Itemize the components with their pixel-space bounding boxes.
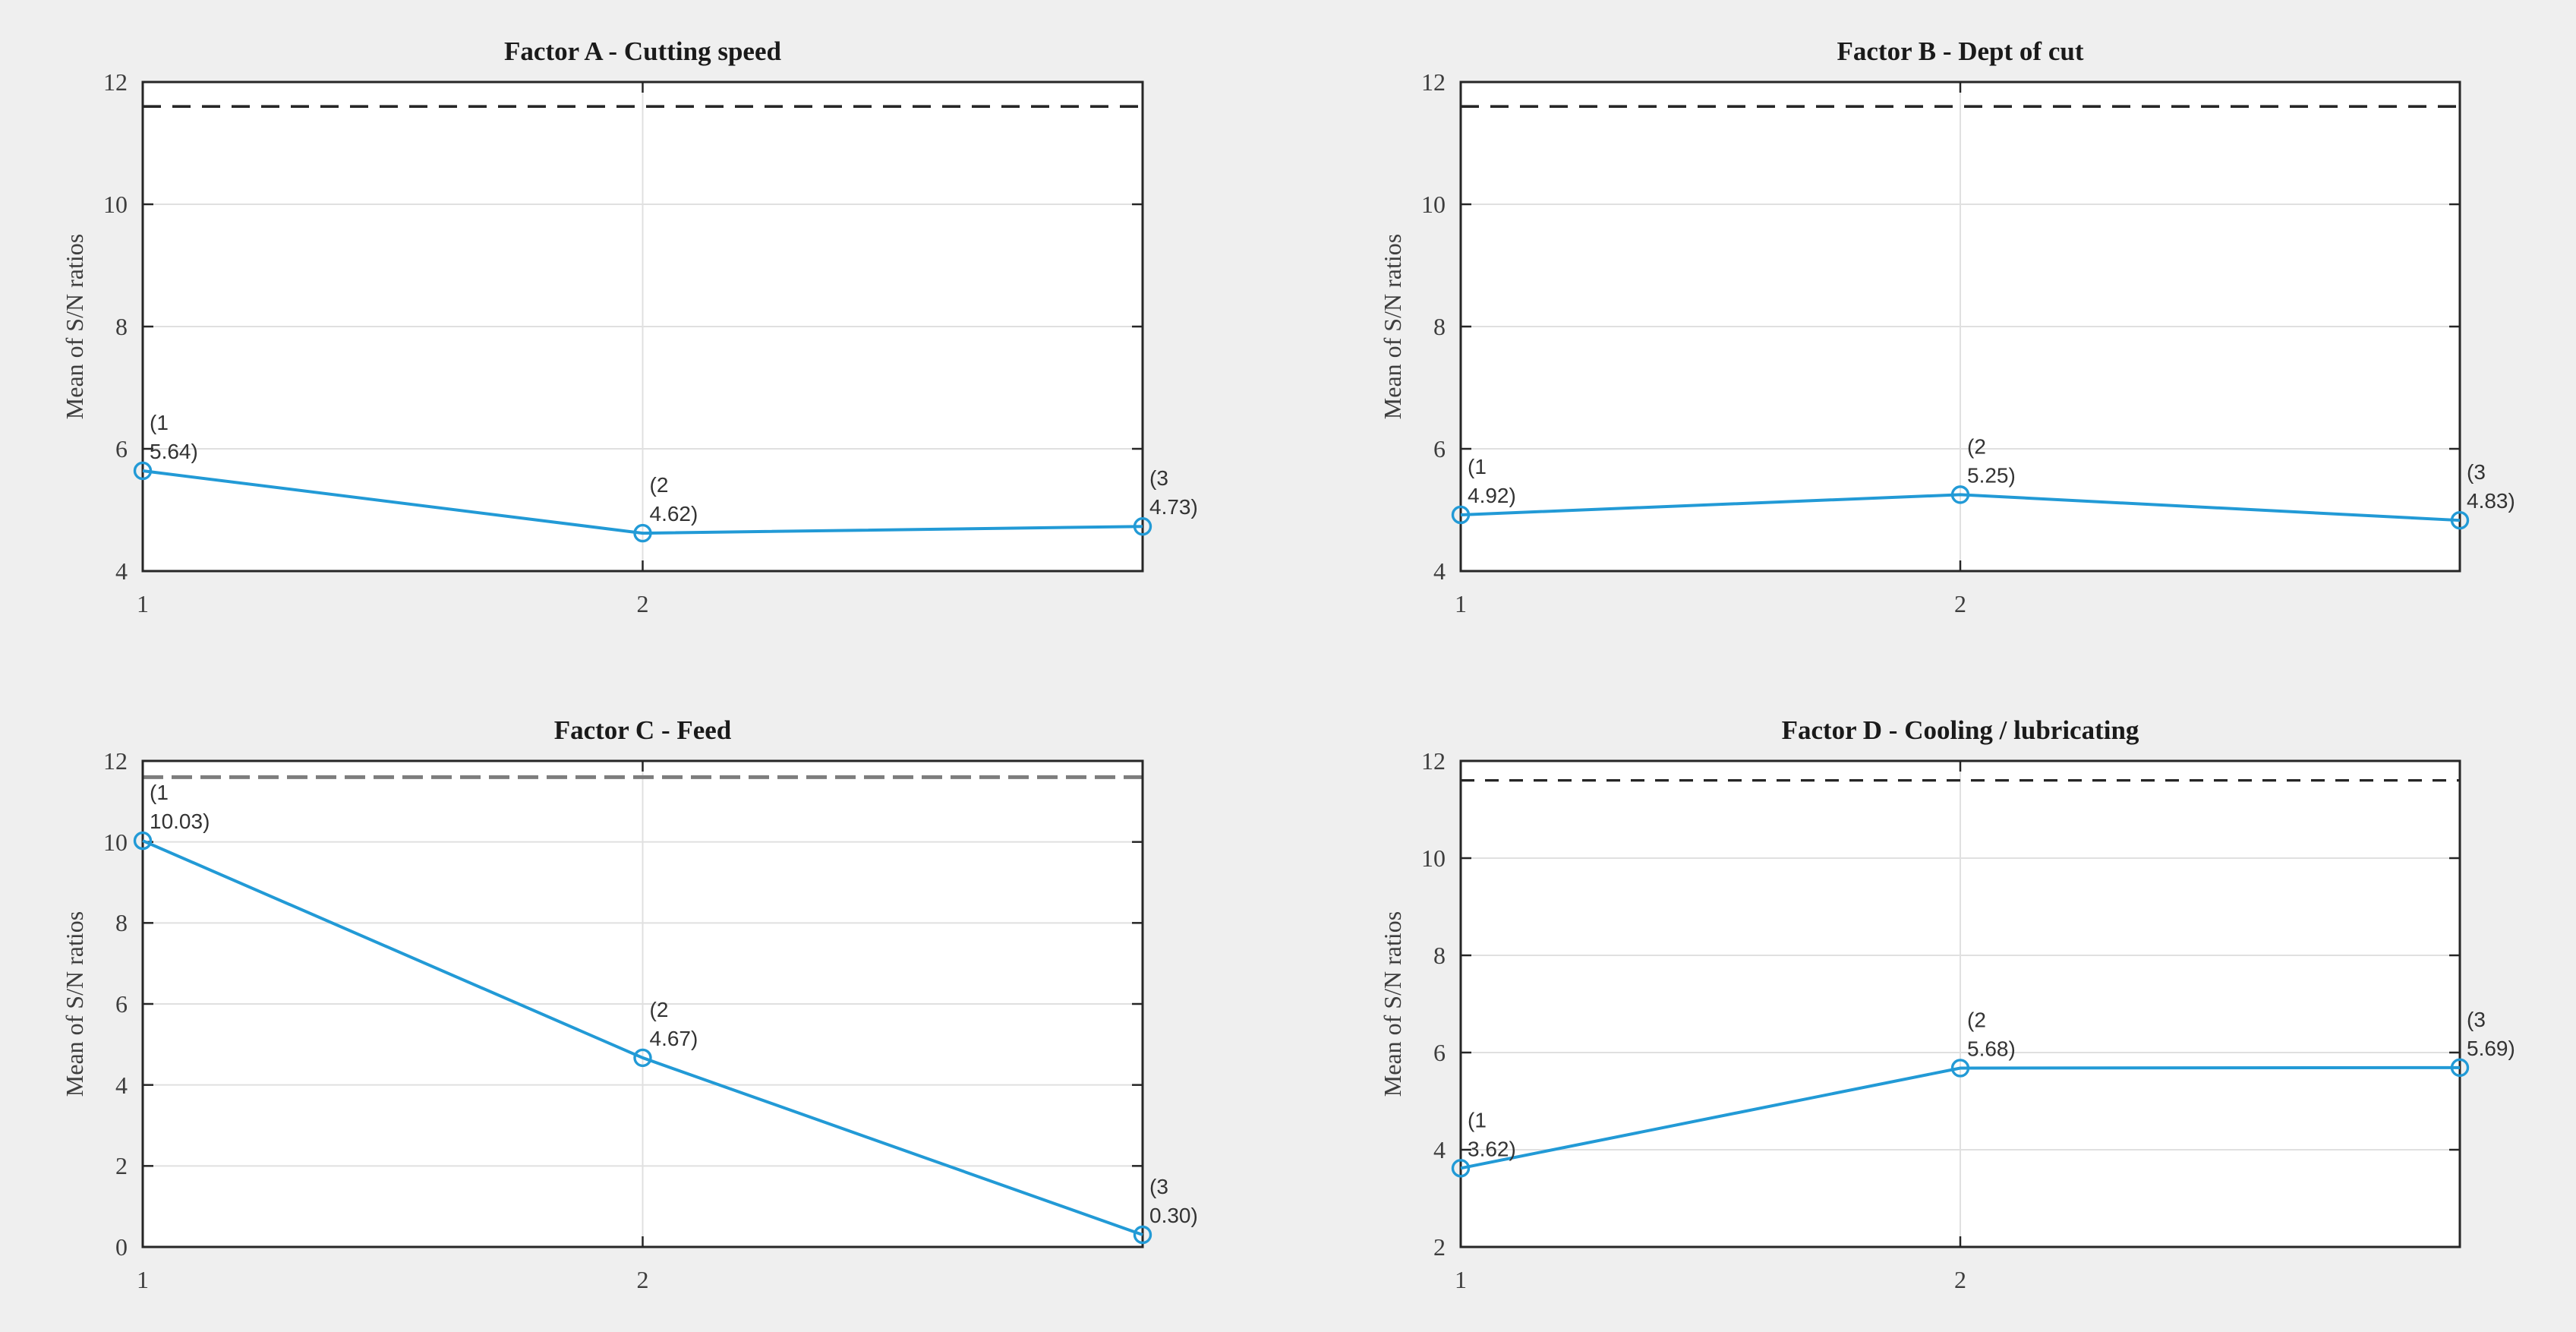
x-tick-label: 1 xyxy=(1455,590,1467,617)
series-line xyxy=(1460,493,2461,522)
y-tick-label: 8 xyxy=(1433,313,1446,340)
y-tick-label: 2 xyxy=(1433,1233,1446,1261)
y-tick-label: 6 xyxy=(115,990,128,1018)
y-tick-label: 6 xyxy=(1433,1039,1446,1066)
y-tick-label: 6 xyxy=(115,435,128,462)
y-tick-label: 4 xyxy=(1433,1136,1446,1163)
point-label: (1 xyxy=(1468,455,1487,478)
data-point-marker xyxy=(2450,1058,2470,1078)
x-tick-label: 2 xyxy=(636,590,649,617)
point-label: 10.03) xyxy=(150,810,210,833)
y-tick-label: 8 xyxy=(115,313,128,340)
y-tick-label: 12 xyxy=(103,747,128,775)
plot-area: (1 5.64) (2 4.62) (3 4.73) xyxy=(133,80,1198,573)
x-tick-label: 2 xyxy=(636,1266,649,1293)
point-label: (1 xyxy=(150,781,169,804)
data-point-marker xyxy=(633,523,652,543)
series-line xyxy=(142,839,1143,1236)
y-tick-label: 8 xyxy=(115,909,128,937)
chart-title: Factor A - Cutting speed xyxy=(504,36,781,66)
x-tick-label: 2 xyxy=(1954,590,1966,617)
x-tick-label: 1 xyxy=(1455,1266,1467,1293)
point-label: 4.92) xyxy=(1468,484,1516,507)
data-point-marker xyxy=(1451,505,1471,525)
data-point-marker xyxy=(1133,517,1152,536)
y-tick-label: 12 xyxy=(103,68,128,96)
plot-area: (1 3.62) (2 5.68) (3 5.69) xyxy=(1451,759,2515,1248)
y-tick-label: 6 xyxy=(1433,435,1446,462)
plot-area: (1 10.03) (2 4.67) (3 0.30) xyxy=(133,759,1198,1248)
chart-title: Factor C - Feed xyxy=(553,715,732,745)
point-label: 3.62) xyxy=(1468,1137,1516,1160)
point-label: 5.68) xyxy=(1967,1037,2016,1060)
point-label: 5.69) xyxy=(2467,1037,2515,1060)
data-point-marker xyxy=(1950,485,1970,504)
y-tick-label: 4 xyxy=(115,557,128,585)
y-tick-label: 4 xyxy=(1433,557,1446,585)
data-point-marker xyxy=(1950,1059,1970,1078)
y-tick-label: 10 xyxy=(1421,844,1446,872)
chart-title: Factor B - Dept of cut xyxy=(1837,36,2084,66)
point-label: (1 xyxy=(150,411,169,434)
y-tick-label: 10 xyxy=(103,191,128,218)
point-label: 4.73) xyxy=(1149,495,1198,519)
point-label: 4.83) xyxy=(2467,489,2515,513)
data-point-marker xyxy=(133,461,153,481)
data-point-marker xyxy=(133,831,153,851)
y-tick-label: 12 xyxy=(1421,747,1446,775)
chart-title: Factor D - Cooling / lubricating xyxy=(1781,715,2139,745)
point-label: (2 xyxy=(650,998,669,1021)
y-tick-label: 8 xyxy=(1433,942,1446,969)
point-label: 4.67) xyxy=(650,1027,698,1050)
y-tick-label: 10 xyxy=(103,828,128,856)
data-point-marker xyxy=(633,1048,652,1068)
x-tick-label: 1 xyxy=(137,1266,149,1293)
y-tick-label: 0 xyxy=(115,1233,128,1261)
point-label: (3 xyxy=(2467,460,2486,484)
point-label: (3 xyxy=(2467,1008,2486,1031)
data-point-marker xyxy=(1133,1225,1152,1245)
point-label: (2 xyxy=(1967,1008,1986,1031)
point-label: (2 xyxy=(650,473,669,497)
point-label: 5.64) xyxy=(150,440,198,463)
y-tick-label: 12 xyxy=(1421,68,1446,96)
y-tick-label: 10 xyxy=(1421,191,1446,218)
point-label: (2 xyxy=(1967,434,1986,458)
point-label: 0.30) xyxy=(1149,1204,1198,1227)
x-tick-label: 1 xyxy=(137,590,149,617)
point-label: (3 xyxy=(1149,1175,1168,1198)
series-line xyxy=(142,469,1143,535)
point-label: 5.25) xyxy=(1967,463,2016,487)
y-tick-label: 4 xyxy=(115,1071,128,1099)
data-point-marker xyxy=(2450,510,2470,530)
series-line xyxy=(1460,1065,2461,1170)
point-label: (1 xyxy=(1468,1108,1487,1132)
point-label: 4.62) xyxy=(650,502,698,526)
point-label: (3 xyxy=(1149,466,1168,490)
y-tick-label: 2 xyxy=(115,1152,128,1180)
y-axis-title: Mean of S/N ratios xyxy=(1379,911,1406,1097)
x-tick-label: 2 xyxy=(1954,1266,1966,1293)
plot-area: (1 4.92) (2 5.25) (3 4.83) xyxy=(1451,80,2515,573)
data-point-marker xyxy=(1451,1159,1471,1178)
